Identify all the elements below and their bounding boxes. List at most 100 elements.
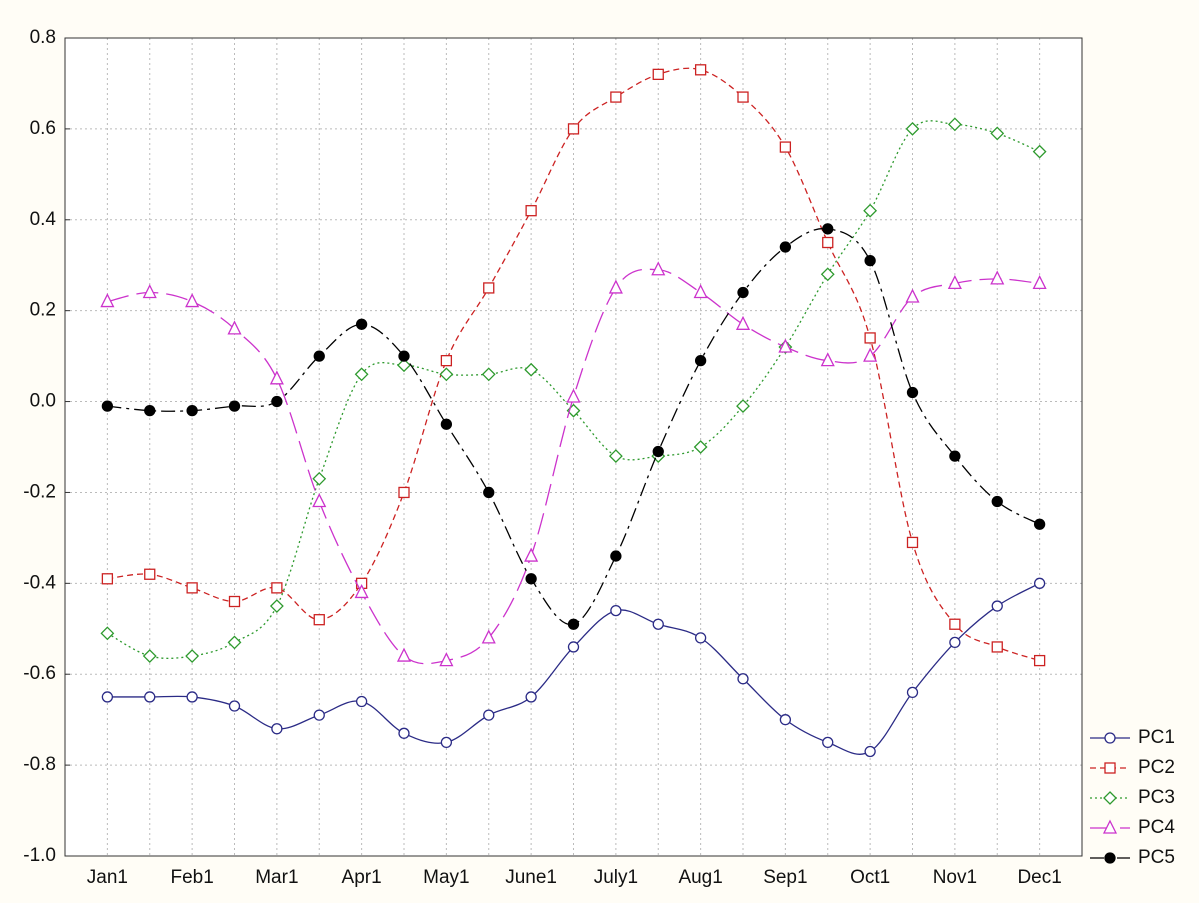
marker xyxy=(864,745,876,758)
legend-label: PC1 xyxy=(1138,727,1175,748)
x-tick-label: May1 xyxy=(423,867,469,888)
legend-label: PC3 xyxy=(1138,787,1175,808)
marker xyxy=(101,400,114,412)
marker xyxy=(440,736,453,749)
marker xyxy=(483,486,495,499)
marker xyxy=(483,282,495,294)
y-tick-label: 0.0 xyxy=(30,391,56,412)
plot-frame xyxy=(64,37,1083,857)
marker xyxy=(991,495,1003,508)
marker xyxy=(144,691,156,703)
marker xyxy=(1032,144,1047,159)
marker xyxy=(142,284,157,299)
marker xyxy=(525,691,537,703)
marker xyxy=(1104,852,1116,864)
marker xyxy=(610,91,622,103)
marker xyxy=(1032,274,1047,290)
grid xyxy=(65,37,1082,857)
series-lines xyxy=(100,64,1047,758)
marker xyxy=(906,386,919,399)
y-tick-label: -0.4 xyxy=(23,572,56,593)
marker xyxy=(228,700,241,712)
x-tick-label: Nov1 xyxy=(933,867,977,888)
marker xyxy=(186,404,198,417)
marker xyxy=(947,274,962,290)
marker xyxy=(227,320,242,335)
marker xyxy=(567,618,580,630)
marker xyxy=(949,636,961,649)
marker xyxy=(990,270,1005,285)
marker xyxy=(313,709,325,721)
marker xyxy=(566,388,581,403)
y-tick-label: -1.0 xyxy=(23,845,56,866)
y-tick-label: 0.6 xyxy=(30,118,56,139)
marker xyxy=(608,279,623,294)
marker xyxy=(736,399,750,414)
marker xyxy=(144,404,156,417)
marker xyxy=(1103,791,1117,805)
marker xyxy=(269,370,284,385)
marker xyxy=(863,203,878,218)
marker xyxy=(567,641,580,653)
marker xyxy=(101,691,114,703)
marker xyxy=(608,449,623,464)
marker xyxy=(483,709,495,721)
marker xyxy=(1033,518,1046,530)
marker xyxy=(778,338,793,353)
marker xyxy=(185,649,200,663)
marker xyxy=(313,614,325,626)
marker xyxy=(947,117,962,132)
marker xyxy=(227,635,242,650)
marker xyxy=(694,355,707,367)
marker xyxy=(737,286,749,299)
marker xyxy=(822,736,834,749)
x-tick-label: Sep1 xyxy=(763,867,807,888)
marker xyxy=(142,649,157,663)
marker xyxy=(864,255,876,267)
marker xyxy=(694,632,707,644)
marker xyxy=(228,595,241,608)
marker xyxy=(991,600,1003,612)
marker xyxy=(820,352,835,367)
legend-label: PC2 xyxy=(1138,757,1175,778)
marker xyxy=(1104,732,1116,744)
x-tick-label: Mar1 xyxy=(255,867,298,888)
marker xyxy=(481,629,496,644)
marker xyxy=(905,121,920,136)
y-tick-label: -0.6 xyxy=(23,663,56,684)
marker xyxy=(779,241,792,253)
marker xyxy=(694,64,707,76)
marker xyxy=(735,315,751,330)
marker xyxy=(567,123,580,135)
x-tick-label: Aug1 xyxy=(678,867,722,888)
marker xyxy=(355,695,368,708)
marker xyxy=(398,727,410,739)
marker xyxy=(481,367,496,382)
marker xyxy=(820,267,835,282)
marker xyxy=(990,126,1005,141)
marker xyxy=(228,400,241,412)
marker xyxy=(439,652,454,667)
marker xyxy=(396,647,412,662)
marker xyxy=(1033,654,1046,667)
x-tick-label: Feb1 xyxy=(170,867,213,888)
y-tick-label: 0.2 xyxy=(30,300,56,321)
marker xyxy=(101,573,114,585)
marker xyxy=(271,723,283,735)
marker xyxy=(525,205,537,217)
marker xyxy=(271,582,283,594)
marker xyxy=(354,583,369,599)
marker xyxy=(610,550,622,562)
marker xyxy=(1033,577,1046,589)
marker xyxy=(652,68,664,81)
marker xyxy=(779,714,792,726)
marker xyxy=(905,288,920,303)
y-tick-label: 0.4 xyxy=(30,209,57,230)
marker xyxy=(779,141,792,153)
x-tick-label: July1 xyxy=(594,867,638,888)
marker xyxy=(439,367,454,382)
marker xyxy=(737,673,749,685)
marker xyxy=(652,445,664,458)
marker xyxy=(312,493,327,508)
